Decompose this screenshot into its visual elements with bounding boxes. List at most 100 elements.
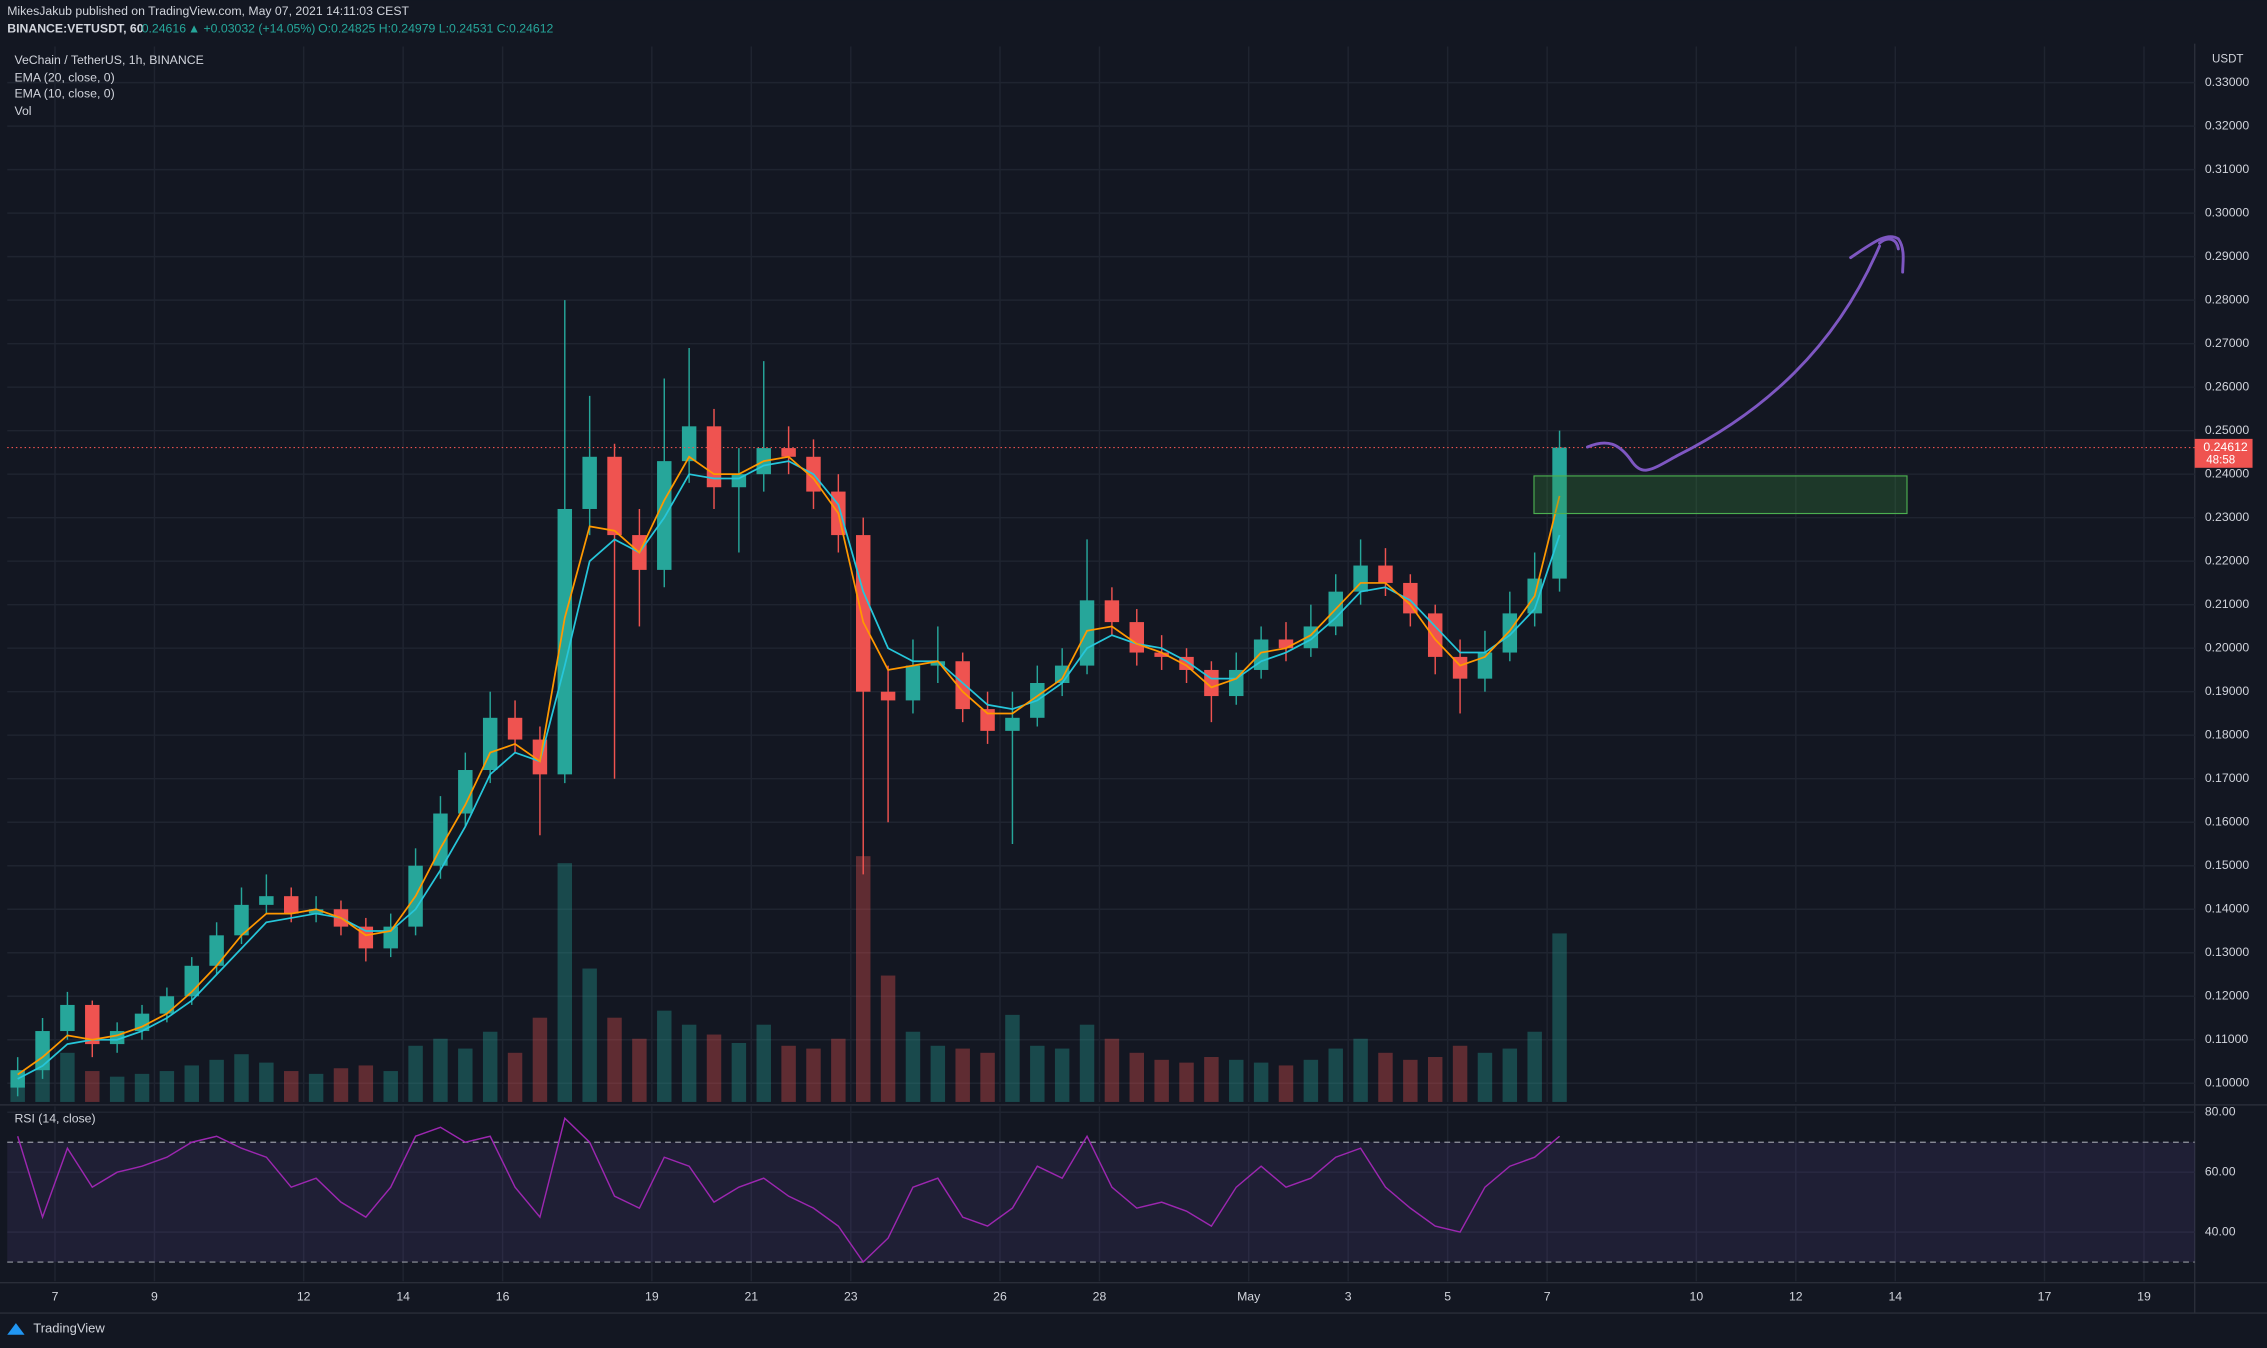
volume-bar xyxy=(234,1054,249,1102)
candle-body xyxy=(905,665,921,701)
y-tick-label: 60.00 xyxy=(2205,1164,2236,1178)
zone-rectangle xyxy=(1533,475,1908,515)
volume-bar xyxy=(134,1073,150,1102)
brand-logo xyxy=(7,1323,25,1335)
y-tick-label: 0.30000 xyxy=(2205,205,2250,219)
candle-body xyxy=(557,508,573,775)
candle-body xyxy=(582,456,597,509)
candle-body xyxy=(159,996,175,1014)
x-tick-label: 14 xyxy=(1888,1289,1902,1303)
volume-bar xyxy=(284,1071,299,1102)
candle-body xyxy=(1502,613,1518,653)
y-tick-label: 0.28000 xyxy=(2205,292,2250,306)
axis-unit: USDT xyxy=(2212,54,2243,66)
volume-bar xyxy=(383,1071,398,1102)
volume-bar xyxy=(731,1042,747,1102)
volume-bar xyxy=(1229,1059,1244,1102)
x-tick-label: May xyxy=(1237,1289,1261,1303)
y-tick-label: 0.25000 xyxy=(2205,423,2250,437)
candle-body xyxy=(1253,639,1269,670)
volume-bar xyxy=(557,863,573,1102)
candle-body xyxy=(1104,600,1120,623)
ema-line xyxy=(17,455,1561,1076)
y-tick-label: 0.15000 xyxy=(2205,858,2250,872)
y-tick-label: 0.21000 xyxy=(2205,597,2250,611)
candle-body xyxy=(855,535,871,692)
volume-bar xyxy=(1104,1038,1120,1102)
volume-bar xyxy=(855,856,871,1102)
candle-body xyxy=(60,1004,75,1032)
volume-bar xyxy=(980,1052,995,1102)
legend-entry: Vol xyxy=(14,104,31,118)
volume-bar xyxy=(1452,1045,1468,1102)
candle-body xyxy=(134,1013,150,1032)
volume-bar xyxy=(1253,1062,1269,1102)
candle-body xyxy=(1154,652,1169,657)
candle-body xyxy=(35,1031,50,1071)
candle-body xyxy=(781,448,796,457)
candle-body xyxy=(980,709,995,731)
ema-line xyxy=(17,460,1561,1080)
candle-body xyxy=(358,926,374,949)
volume-bar xyxy=(1552,933,1567,1102)
volume-bar xyxy=(1054,1048,1070,1102)
rsi-title: RSI (14, close) xyxy=(14,1112,95,1126)
volume-bar xyxy=(458,1048,473,1102)
ohlc: O:0.24825 H:0.24979 L:0.24531 C:0.24612 xyxy=(318,21,553,35)
volume-bar xyxy=(259,1062,274,1102)
candle-body xyxy=(433,813,448,866)
y-tick-label: 0.14000 xyxy=(2205,901,2250,915)
volume-bar xyxy=(1527,1031,1542,1102)
countdown: 48:58 xyxy=(2206,455,2235,467)
candle-body xyxy=(308,909,324,914)
volume-bar xyxy=(1154,1059,1169,1102)
y-tick-label: 0.29000 xyxy=(2205,249,2250,263)
volume-bar xyxy=(781,1045,796,1102)
x-tick-label: 12 xyxy=(297,1289,311,1303)
candle-body xyxy=(657,461,672,570)
legend-entry: EMA (20, close, 0) xyxy=(14,71,114,85)
volume-bar xyxy=(756,1024,771,1102)
volume-bar xyxy=(1403,1059,1418,1102)
y-tick-label: 0.26000 xyxy=(2205,379,2250,393)
y-tick-label: 0.17000 xyxy=(2205,771,2250,785)
volume-bar xyxy=(681,1024,697,1102)
change: ▲ +0.03032 (+14.05%) xyxy=(188,21,315,35)
volume-bar xyxy=(209,1059,224,1102)
volume-bar xyxy=(433,1038,448,1102)
y-tick-label: 0.27000 xyxy=(2205,336,2250,350)
y-tick-label: 0.13000 xyxy=(2205,945,2250,959)
y-tick-label: 0.10000 xyxy=(2205,1075,2250,1089)
legend-title: VeChain / TetherUS, 1h, BINANCE xyxy=(14,53,203,67)
volume-bar xyxy=(1378,1052,1393,1102)
x-tick-label: 19 xyxy=(2137,1289,2151,1303)
y-tick-label: 0.32000 xyxy=(2205,118,2250,132)
volume-bar xyxy=(955,1048,970,1102)
last-price-tag xyxy=(2194,438,2253,468)
y-tick-label: 0.16000 xyxy=(2205,814,2250,828)
volume-bar xyxy=(358,1065,374,1102)
arrow-drawing xyxy=(1586,235,1905,472)
candle-body xyxy=(507,717,523,740)
candle-body xyxy=(880,691,896,701)
plot-area: 7 9 12 14 16 19 21 23 26 28 May 3 5 7 10 12 14 17 19 0.1000… xyxy=(0,43,2267,1314)
candle-body xyxy=(259,896,274,905)
candle-body xyxy=(482,717,498,771)
x-tick-label: 9 xyxy=(151,1289,158,1303)
candle-body xyxy=(607,456,622,536)
volume-bar xyxy=(507,1052,523,1102)
author-line: MikesJakub published on TradingView.com,… xyxy=(7,4,409,18)
volume-bar xyxy=(1427,1057,1443,1102)
y-tick-label: 0.11000 xyxy=(2205,1032,2249,1046)
brand: TradingView xyxy=(33,1320,105,1335)
y-tick-label: 0.20000 xyxy=(2205,640,2250,654)
candle-body xyxy=(681,426,697,462)
volume-bar xyxy=(706,1034,722,1102)
x-tick-label: 3 xyxy=(1345,1289,1352,1303)
volume-bar xyxy=(35,1062,50,1102)
candle-body xyxy=(209,935,224,966)
price: 0.24616 xyxy=(142,21,187,35)
candle-body xyxy=(284,896,299,914)
